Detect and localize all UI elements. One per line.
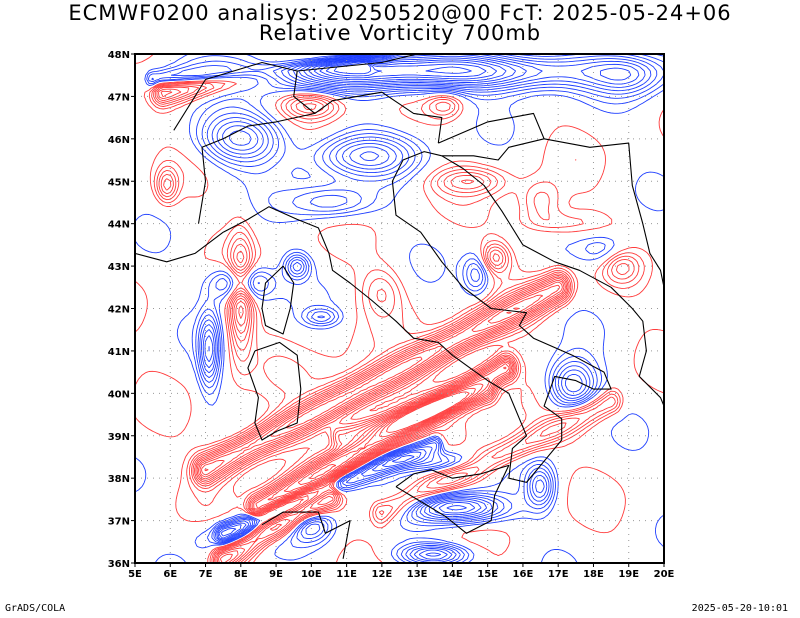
alps-border [197,91,443,224]
lat-tick-label: 48N [108,50,130,61]
lon-tick-label: 18E [583,569,604,580]
map-subtitle: Relative Vorticity 700mb [258,21,542,45]
vorticity-contours [135,54,664,563]
lon-tick-label: 8E [234,569,248,580]
positive-vorticity-contour [201,284,561,493]
lon-tick-label: 16E [513,569,534,580]
footer-credit: GrADS/COLA [5,603,66,614]
lon-tick-label: 19E [618,569,639,580]
positive-vorticity-contour [153,84,635,563]
lat-tick-label: 44N [108,220,130,231]
positive-vorticity-contour [204,294,544,486]
lat-lon-grid [135,54,664,563]
negative-vorticity-contour [319,60,487,79]
negative-vorticity-contour [333,62,372,75]
positive-vorticity-contour [158,88,568,563]
lat-tick-label: 37N [108,517,130,528]
footer-timestamp: 2025-05-20-10:01 [691,603,788,614]
negative-vorticity-contour [325,61,472,77]
positive-vorticity-contour [135,54,664,563]
lat-tick-label: 45N [108,177,130,188]
slovenia-border [438,112,545,161]
lat-tick-label: 36N [108,559,130,570]
positive-vorticity-contour [151,82,640,563]
negative-vorticity-contour [202,54,640,560]
lat-tick-label: 42N [108,305,130,316]
negative-vorticity-contour [313,59,498,81]
france-coast [135,231,224,263]
longitude-axis: 5E 6E 7E 8E 9E 10E 11E 12E 13E 14E 15E 16E 17E 18E 19E… [128,563,675,580]
negative-vorticity-contour [199,54,652,563]
positive-vorticity-contour [154,85,630,563]
positive-vorticity-contour [197,279,565,563]
sardinia-coast [247,341,302,441]
lat-tick-label: 40N [108,389,130,400]
lat-tick-label: 41N [108,347,130,358]
lat-tick-label: 39N [108,432,130,443]
italy-coast [222,151,612,483]
negative-vorticity-contour [151,54,658,563]
lat-tick-label: 43N [108,262,130,273]
lat-tick-label: 38N [108,474,130,485]
corsica-coast [261,265,295,335]
tunisia-coast [261,511,351,559]
positive-vorticity-contour [385,391,470,433]
lon-tick-label: 13E [407,569,428,580]
lon-tick-label: 10E [301,569,322,580]
lon-tick-label: 6E [163,569,177,580]
map-title: ECMWF0200 analisys: 20250520@00 FcT: 202… [68,1,732,25]
sicily-coast [395,464,510,534]
lon-tick-label: 9E [269,569,283,580]
adriatic-border [543,138,664,288]
negative-vorticity-contour [147,54,664,563]
lon-tick-label: 7E [199,569,213,580]
swiss-border [173,61,316,131]
lon-tick-label: 11E [336,569,357,580]
positive-vorticity-contour [156,86,569,563]
lon-tick-label: 20E [654,569,675,580]
balkan-coast [441,155,664,407]
negative-vorticity-contour [146,54,664,563]
lon-tick-label: 17E [548,569,569,580]
lat-tick-label: 47N [108,92,130,103]
lon-tick-label: 5E [128,569,142,580]
positive-vorticity-contour [148,81,645,563]
latitude-axis: 48N 47N 46N 45N 44N 43N 42N 41N 40N 39N 38N 37N 36N [108,50,135,570]
austria-border [297,54,555,72]
lat-tick-label: 46N [108,135,130,146]
lon-tick-label: 14E [442,569,463,580]
lon-tick-label: 12E [371,569,392,580]
negative-vorticity-contour [208,57,517,537]
coastlines [135,54,664,559]
lon-tick-label: 15E [477,569,498,580]
